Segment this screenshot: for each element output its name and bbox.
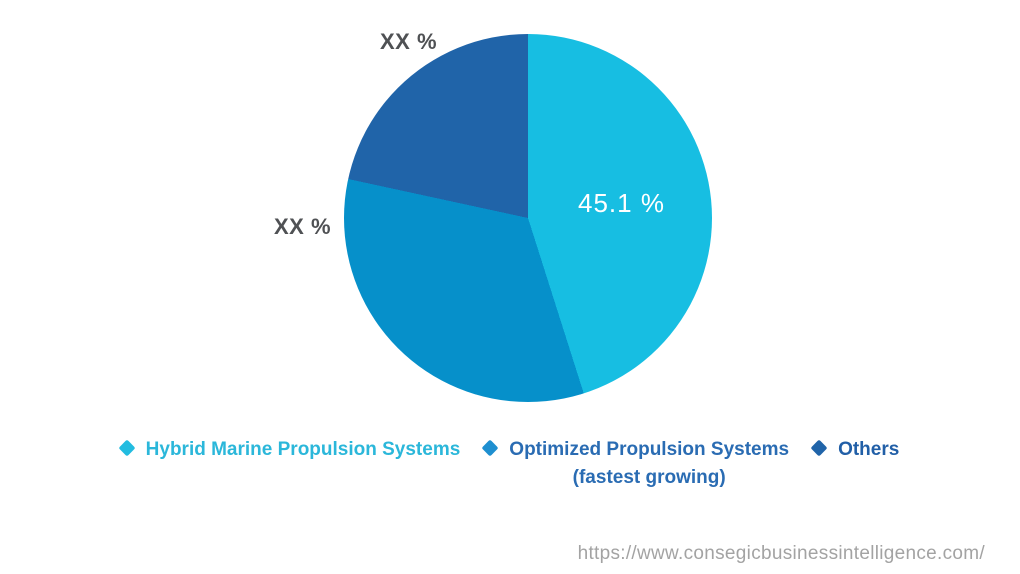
legend-item-others: Others [810, 436, 900, 464]
legend-item-optimized: Optimized Propulsion Systems (fastest gr… [481, 436, 790, 492]
source-url: https://www.consegicbusinessintelligence… [577, 543, 985, 564]
diamond-icon [810, 439, 828, 457]
slice-label-others: XX % [380, 29, 438, 54]
diamond-icon [481, 439, 499, 457]
legend-label-others: Others [838, 439, 900, 460]
legend-label-optimized: Optimized Propulsion Systems [509, 439, 790, 460]
slice-label-hybrid: 45.1 % [578, 188, 665, 218]
legend-item-hybrid: Hybrid Marine Propulsion Systems [118, 436, 461, 464]
legend: Hybrid Marine Propulsion Systems Optimiz… [0, 436, 1020, 492]
slice-label-optimized: XX % [274, 214, 332, 239]
legend-sublabel-optimized: (fastest growing) [572, 467, 726, 488]
pie-chart [344, 34, 712, 402]
diamond-icon [118, 439, 136, 457]
legend-label-hybrid: Hybrid Marine Propulsion Systems [145, 439, 461, 460]
